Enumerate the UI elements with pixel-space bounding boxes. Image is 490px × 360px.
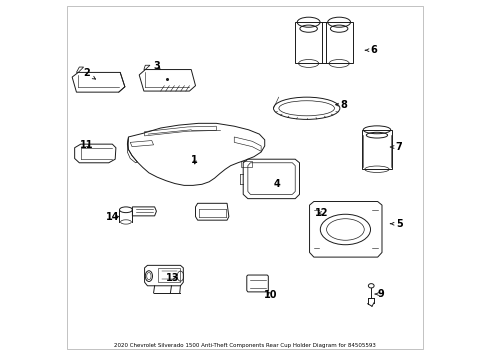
- Text: 2: 2: [83, 68, 96, 79]
- Text: 7: 7: [390, 142, 403, 152]
- Text: 1: 1: [192, 155, 198, 165]
- Text: 14: 14: [106, 212, 120, 221]
- Text: 4: 4: [274, 179, 281, 189]
- Text: 3: 3: [154, 61, 161, 71]
- Text: 13: 13: [166, 273, 179, 283]
- Text: 2020 Chevrolet Silverado 1500 Anti-Theft Components Rear Cup Holder Diagram for : 2020 Chevrolet Silverado 1500 Anti-Theft…: [114, 343, 376, 348]
- Text: 8: 8: [336, 100, 347, 110]
- Text: 12: 12: [316, 208, 329, 218]
- Text: 9: 9: [375, 289, 385, 299]
- Text: 11: 11: [80, 140, 93, 150]
- Text: 10: 10: [264, 291, 277, 301]
- Text: 6: 6: [365, 45, 377, 55]
- Text: 5: 5: [390, 219, 403, 229]
